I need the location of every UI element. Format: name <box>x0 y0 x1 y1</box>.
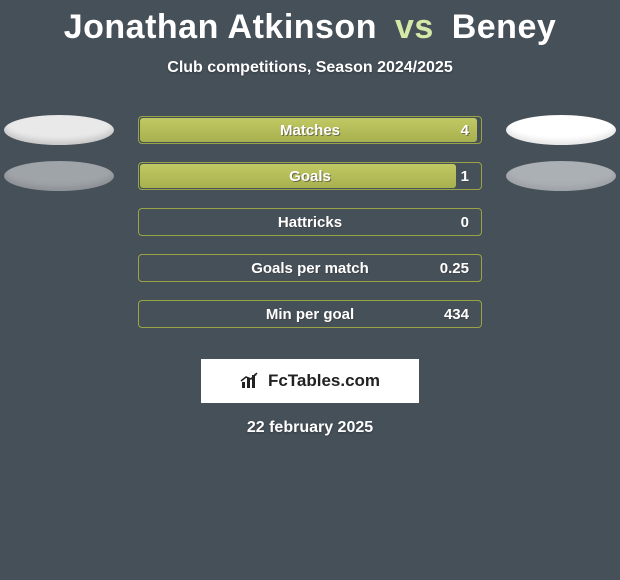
player2-name: Beney <box>452 8 557 46</box>
stat-value: 0.25 <box>440 255 469 283</box>
stat-row: Matches4 <box>0 115 620 161</box>
right-ellipse <box>506 115 616 145</box>
stat-bar: Goals per match0.25 <box>138 254 482 282</box>
stat-row: Hattricks0 <box>0 207 620 253</box>
bar-chart-icon <box>240 372 262 390</box>
stat-row: Goals1 <box>0 161 620 207</box>
left-ellipse <box>4 115 114 145</box>
stat-row: Goals per match0.25 <box>0 253 620 299</box>
stat-bar-fill <box>140 164 456 188</box>
stats-container: Matches4Goals1Hattricks0Goals per match0… <box>0 115 620 345</box>
stat-value: 1 <box>461 163 469 191</box>
player1-name: Jonathan Atkinson <box>64 8 377 46</box>
stat-bar-fill <box>140 118 477 142</box>
stat-bar: Hattricks0 <box>138 208 482 236</box>
left-ellipse <box>4 161 114 191</box>
right-ellipse <box>506 161 616 191</box>
stat-bar: Matches4 <box>138 116 482 144</box>
vs-text: vs <box>395 8 434 46</box>
stat-row: Min per goal434 <box>0 299 620 345</box>
branding-badge[interactable]: FcTables.com <box>201 359 419 403</box>
stat-bar: Min per goal434 <box>138 300 482 328</box>
stat-label: Min per goal <box>139 301 481 329</box>
stat-label: Goals per match <box>139 255 481 283</box>
branding-text: FcTables.com <box>268 371 380 391</box>
subtitle: Club competitions, Season 2024/2025 <box>0 59 620 77</box>
stat-value: 434 <box>444 301 469 329</box>
stat-value: 0 <box>461 209 469 237</box>
comparison-title: Jonathan Atkinson vs Beney <box>0 0 620 47</box>
stat-label: Hattricks <box>139 209 481 237</box>
snapshot-date: 22 february 2025 <box>0 419 620 437</box>
stat-bar: Goals1 <box>138 162 482 190</box>
